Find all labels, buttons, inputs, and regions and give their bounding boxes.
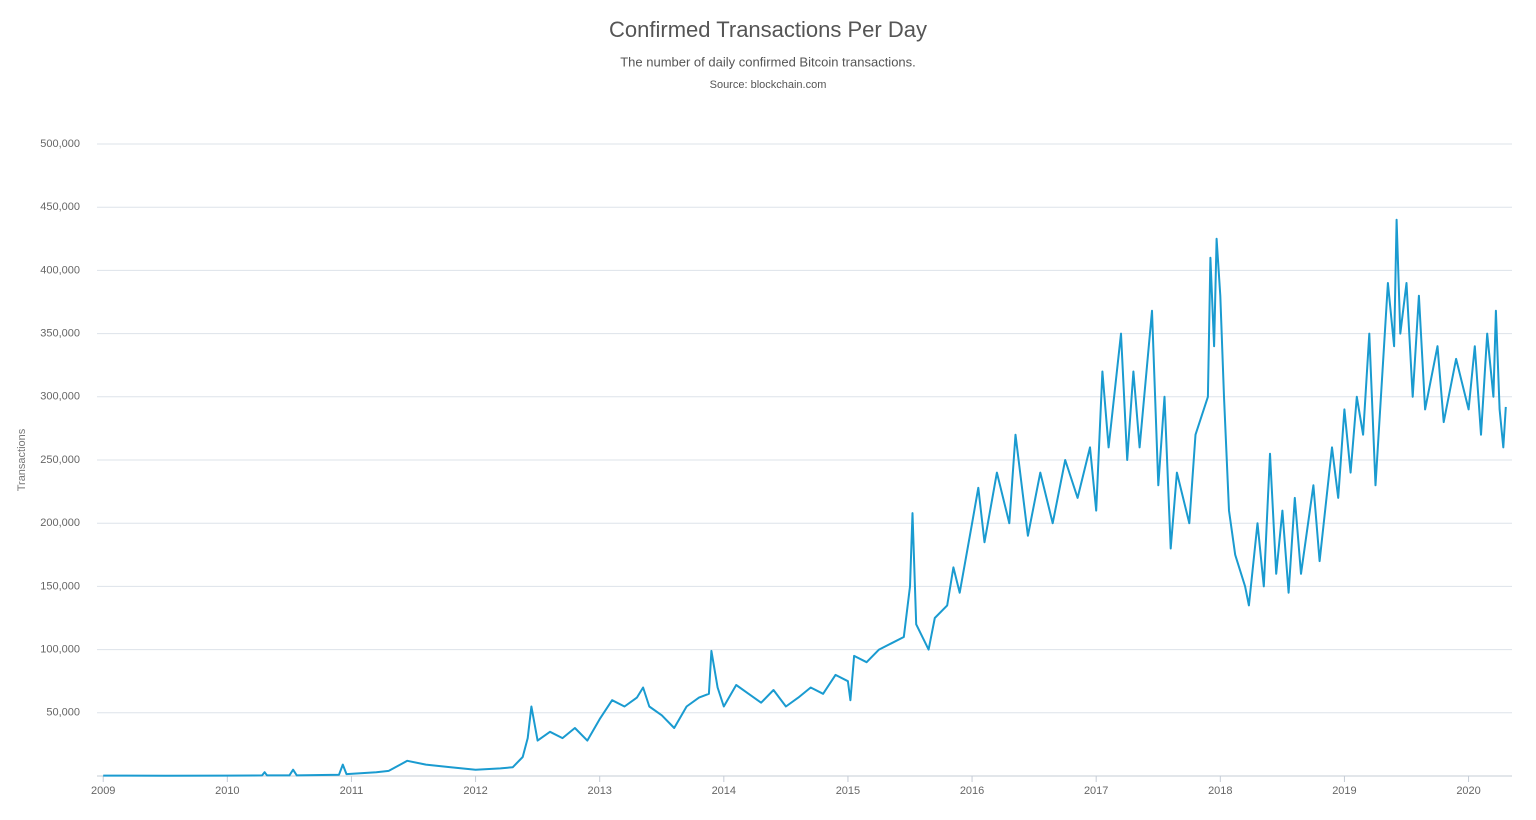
x-tick-label: 2019 xyxy=(1332,785,1356,797)
x-tick-label: 2017 xyxy=(1084,785,1108,797)
chart-source: Source: blockchain.com xyxy=(710,79,827,91)
y-tick-label: 200,000 xyxy=(40,517,80,529)
data-line xyxy=(103,218,1507,777)
y-tick-label: 100,000 xyxy=(40,644,80,656)
x-tick-label: 2012 xyxy=(463,785,487,797)
x-tick-label: 2015 xyxy=(836,785,860,797)
y-axis-label: Transactions xyxy=(16,428,28,491)
y-tick-label: 500,000 xyxy=(40,138,80,150)
y-tick-label: 300,000 xyxy=(40,391,80,403)
x-tick-label: 2009 xyxy=(91,785,115,797)
y-tick-label: 450,000 xyxy=(40,201,80,213)
x-tick-label: 2014 xyxy=(712,785,736,797)
x-tick-label: 2011 xyxy=(340,785,364,797)
y-tick-label: 350,000 xyxy=(40,328,80,340)
y-tick-label: 150,000 xyxy=(40,580,80,592)
x-tick-label: 2010 xyxy=(215,785,239,797)
y-tick-label: 50,000 xyxy=(46,707,80,719)
x-tick-label: 2013 xyxy=(587,785,611,797)
y-tick-label: 250,000 xyxy=(40,454,80,466)
x-tick-label: 2016 xyxy=(960,785,984,797)
y-tick-label: 400,000 xyxy=(40,264,80,276)
x-tick-label: 2018 xyxy=(1208,785,1232,797)
x-tick-label: 2020 xyxy=(1456,785,1480,797)
chart-subtitle: The number of daily confirmed Bitcoin tr… xyxy=(620,54,916,69)
chart-title: Confirmed Transactions Per Day xyxy=(609,17,927,42)
